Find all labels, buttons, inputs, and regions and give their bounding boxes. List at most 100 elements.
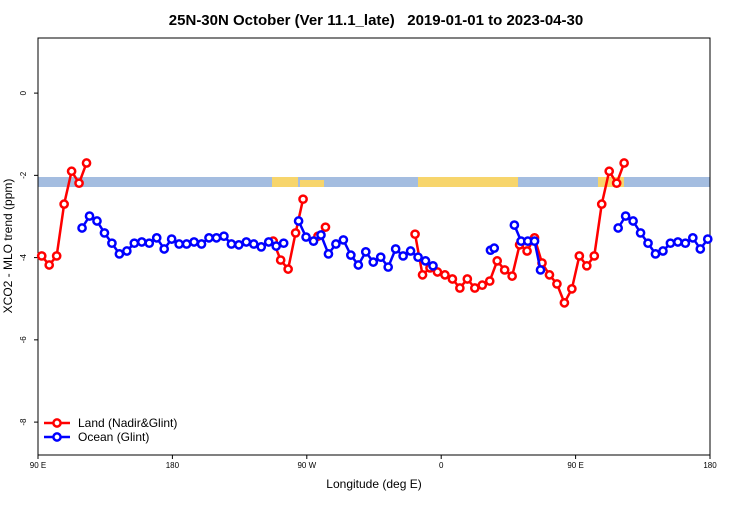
plot-frame bbox=[37, 37, 711, 456]
data-point bbox=[346, 250, 356, 260]
data-point bbox=[702, 234, 713, 244]
data-point bbox=[99, 228, 110, 238]
data-point bbox=[59, 199, 69, 209]
x-axis-label: Longitude (deg E) bbox=[326, 477, 421, 491]
data-point bbox=[263, 237, 274, 247]
data-point bbox=[673, 237, 683, 247]
data-point bbox=[398, 251, 408, 261]
y-tick-label: -4 bbox=[19, 254, 28, 262]
data-point bbox=[166, 234, 177, 244]
y-tick-label: -8 bbox=[19, 418, 28, 426]
data-point bbox=[589, 251, 600, 261]
data-point bbox=[687, 233, 698, 243]
data-point bbox=[447, 274, 458, 284]
data-point bbox=[174, 239, 184, 249]
data-point bbox=[635, 228, 646, 238]
data-point bbox=[44, 260, 55, 270]
data-point bbox=[574, 251, 585, 261]
data-point bbox=[308, 236, 319, 247]
data-point bbox=[489, 243, 500, 253]
data-point bbox=[492, 256, 503, 266]
data-point bbox=[405, 246, 416, 256]
data-point bbox=[619, 158, 629, 168]
data-point bbox=[428, 260, 438, 271]
chart-title: 25N-30N October (Ver 11.1_late) 2019-01-… bbox=[169, 12, 583, 29]
legend-marker bbox=[52, 418, 62, 428]
data-point bbox=[293, 216, 304, 226]
data-point bbox=[440, 270, 450, 280]
data-point bbox=[320, 222, 331, 233]
data-point bbox=[331, 239, 341, 249]
data-point bbox=[650, 249, 661, 259]
data-point bbox=[241, 237, 252, 247]
data-point bbox=[596, 199, 607, 209]
data-point bbox=[298, 194, 308, 205]
data-point bbox=[360, 246, 371, 257]
data-point bbox=[522, 246, 532, 256]
data-point bbox=[643, 238, 653, 249]
data-point bbox=[278, 238, 289, 249]
data-point bbox=[51, 251, 62, 261]
data-point bbox=[290, 228, 301, 238]
data-point bbox=[234, 240, 244, 250]
data-point bbox=[484, 276, 495, 286]
legend-marker bbox=[52, 432, 62, 442]
data-point bbox=[316, 230, 326, 240]
data-point bbox=[529, 236, 540, 247]
data-point bbox=[301, 232, 311, 242]
x-tick-label: 90 E bbox=[30, 461, 46, 470]
data-point bbox=[353, 260, 364, 270]
data-point bbox=[107, 238, 117, 249]
data-point bbox=[181, 239, 192, 249]
data-point bbox=[151, 233, 162, 243]
data-point bbox=[81, 158, 92, 168]
data-point bbox=[144, 238, 155, 249]
data-point bbox=[567, 284, 577, 294]
legend-label: Land (Nadir&Glint) bbox=[78, 416, 177, 430]
data-point bbox=[620, 211, 631, 221]
data-point bbox=[695, 244, 706, 254]
data-point bbox=[66, 166, 77, 177]
x-tick-label: 0 bbox=[439, 461, 444, 470]
data-point bbox=[77, 223, 87, 233]
data-point bbox=[462, 274, 473, 284]
data-point bbox=[92, 216, 102, 226]
y-tick-label: 0 bbox=[19, 90, 28, 95]
data-point bbox=[338, 235, 349, 245]
data-point bbox=[455, 283, 465, 293]
data-point bbox=[413, 252, 423, 263]
data-point bbox=[256, 242, 267, 252]
x-tick-label: 90 E bbox=[567, 461, 583, 470]
data-point bbox=[189, 237, 199, 247]
data-point bbox=[383, 262, 394, 272]
data-point bbox=[368, 257, 379, 267]
data-point bbox=[544, 270, 555, 280]
data-point bbox=[581, 260, 592, 271]
data-point bbox=[477, 280, 488, 291]
data-point bbox=[499, 265, 510, 275]
data-point bbox=[283, 264, 293, 274]
data-point bbox=[604, 166, 615, 177]
data-point bbox=[275, 255, 286, 265]
data-point bbox=[136, 237, 147, 247]
data-point bbox=[196, 239, 207, 249]
data-point bbox=[114, 249, 125, 259]
data-point bbox=[219, 231, 229, 242]
data-point bbox=[226, 239, 237, 249]
x-tick-label: 180 bbox=[703, 461, 717, 470]
y-axis-label: XCO2 - MLO trend (ppm) bbox=[1, 179, 15, 314]
data-point bbox=[680, 238, 691, 249]
data-point bbox=[271, 241, 282, 251]
data-point bbox=[417, 270, 428, 280]
data-point bbox=[122, 246, 132, 256]
data-point bbox=[248, 239, 259, 249]
data-point bbox=[507, 271, 517, 281]
data-point bbox=[613, 223, 624, 233]
land-mask-strip bbox=[38, 177, 710, 187]
legend: Land (Nadir&Glint)Ocean (Glint) bbox=[44, 416, 177, 444]
data-point bbox=[36, 251, 47, 261]
data-point bbox=[211, 233, 222, 243]
data-point bbox=[628, 216, 638, 226]
data-point bbox=[410, 229, 420, 240]
